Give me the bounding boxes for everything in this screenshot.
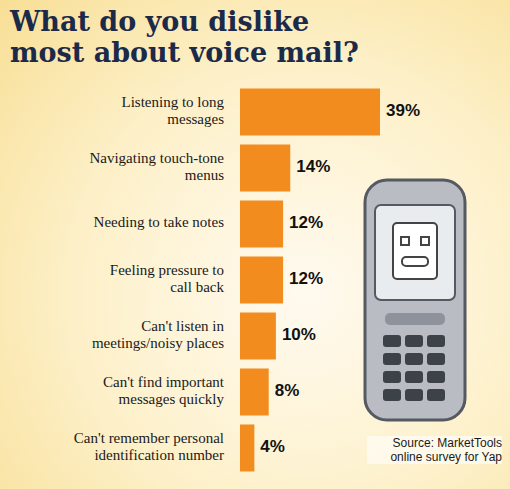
svg-text:10%: 10% <box>282 325 316 344</box>
svg-text:Navigating touch-tonemenus: Navigating touch-tonemenus <box>89 150 224 183</box>
svg-text:8%: 8% <box>275 381 300 400</box>
svg-text:4%: 4% <box>260 437 285 456</box>
svg-text:14%: 14% <box>296 157 330 176</box>
svg-text:Feeling pressure tocall back: Feeling pressure tocall back <box>110 262 225 295</box>
svg-text:12%: 12% <box>289 213 323 232</box>
html-text:What do you dislike most about: What do you dislike most about voice mai… <box>10 6 359 68</box>
svg-text:12%: 12% <box>289 269 323 288</box>
svg-text:39%: 39% <box>386 101 420 120</box>
svg-text:Needing to take notes: Needing to take notes <box>94 214 225 230</box>
svg-text:Listening to longmessages: Listening to longmessages <box>122 94 225 127</box>
html-text:Source: MarketTools online sur: Source: MarketTools online survey for Ya… <box>390 436 502 464</box>
svg-text:Can't listen inmeetings/noisy: Can't listen inmeetings/noisy places <box>92 318 225 351</box>
svg-text:Can't find importantmessages q: Can't find importantmessages quickly <box>103 374 225 407</box>
svg-text:Can't remember personalidentif: Can't remember personalidentification nu… <box>74 430 224 463</box>
